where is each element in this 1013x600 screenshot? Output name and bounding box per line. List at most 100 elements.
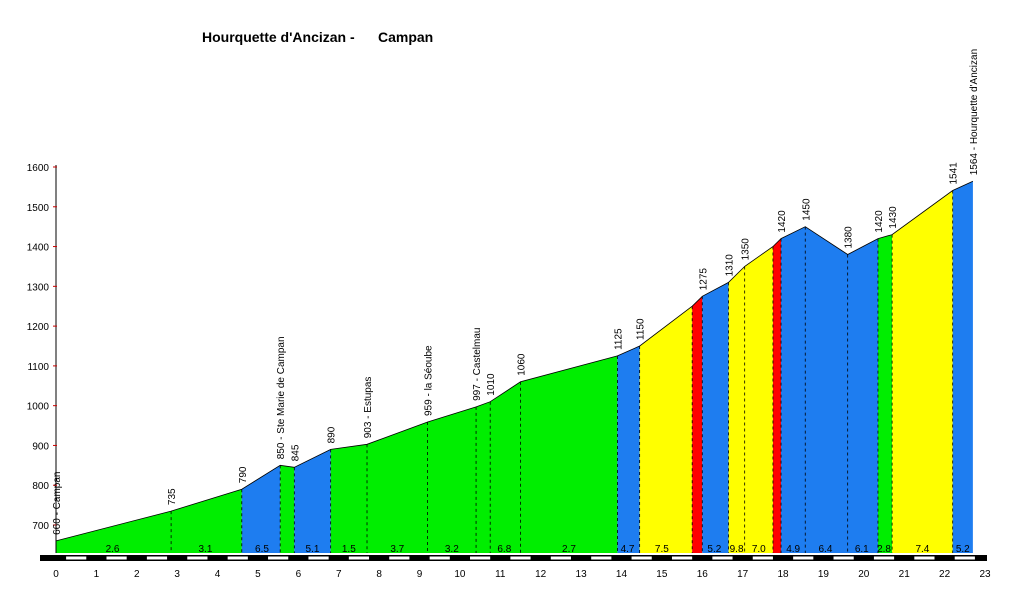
x-tick-label: 0 [53,569,59,580]
x-tick-label: 3 [174,569,180,580]
y-tick-label: 1100 [27,362,49,373]
elevation-label: 1420 [777,210,788,233]
profile-segment-2 [241,465,281,553]
elevation-label: 845 [290,444,301,461]
elevation-label: 1275 [698,268,709,291]
profile-segment-14 [892,190,953,553]
y-tick-label: 1200 [27,322,50,333]
x-tick-label: 2 [134,569,140,580]
elevation-label: 1450 [801,198,812,221]
profile-fill-group [56,181,973,554]
profile-segment-6 [617,346,640,553]
elevation-label: 890 [327,426,338,443]
x-axis-bar-segment [66,556,87,560]
y-axis: 700 800 900 1000 1100 1200 1300 1400 1500 1600 [27,163,57,553]
elevation-label: 1125 [613,328,624,350]
gradient-label: 4.9 [786,544,800,555]
x-tick-label: 5 [255,569,261,580]
x-tick-label: 11 [495,569,506,580]
gradient-label: 4.7 [621,544,635,555]
x-tick-label: 16 [697,569,709,580]
x-axis-bar-segment [227,556,248,560]
x-axis-bar-segment [389,556,410,560]
x-axis-bar-segment [591,556,612,560]
elevation-label: 1150 [636,318,647,340]
x-axis: 0 1 2 3 4 5 6 7 8 9 10 11 12 13 14 15 16 17 18 19 20 21 22 23 [40,555,991,580]
y-tick-label: 800 [32,481,49,492]
x-axis-bar-segment [671,556,693,560]
elevation-label: 997 - Castelmau [472,328,483,401]
gradient-label: 9.8 [730,544,744,555]
x-axis-bar-segment [308,556,329,560]
profile-segment-15 [952,181,973,554]
x-axis-bar-segment [510,556,531,560]
elevation-label: 1060 [517,353,528,376]
gradient-label: 3.7 [390,544,404,555]
elevation-label: 850 - Ste Marie de Campan [276,336,287,459]
x-tick-label: 6 [296,569,302,580]
elevation-label: 735 [167,488,178,505]
y-tick-label: 1400 [27,243,50,254]
x-tick-label: 1 [94,569,100,580]
x-axis-bar-segment [833,556,854,560]
x-axis-bar-segment [873,556,895,560]
gradient-label: 2.7 [562,544,576,555]
profile-segment-3 [280,465,295,553]
gradient-label: 6.1 [855,544,869,555]
elevation-label: 1350 [741,238,752,261]
x-tick-label: 17 [737,569,749,580]
y-tick-label: 700 [32,521,49,532]
x-tick-label: 15 [656,569,668,580]
y-tick-label: 900 [32,441,49,452]
x-axis-bar-segment [348,556,370,560]
profile-outline [55,180,974,542]
y-tick-label: 1000 [27,402,50,413]
elevation-label: 1310 [725,254,736,277]
elevation-label: 1541 [949,162,960,185]
elevation-label: 959 - la Séoube [424,345,435,416]
x-tick-label: 12 [535,569,547,580]
x-tick-label: 21 [899,569,911,580]
gradient-label: 6.8 [497,544,511,555]
gradient-label: 7.4 [915,544,929,555]
x-tick-label: 9 [417,569,423,580]
profile-segment-12 [781,226,878,553]
elevation-label: 660 - Campan [52,472,63,535]
gradient-label: 5.1 [306,544,320,555]
x-axis-bar-segment [470,556,491,560]
x-axis-bar-segment [631,556,652,560]
profile-segment-4 [294,449,331,553]
profile-outline-group [55,180,974,542]
profile-segment-1 [56,489,242,553]
elevation-label: 1430 [888,206,899,229]
gradient-label: 2.8 [877,544,891,555]
x-axis-bar-segment [954,556,975,560]
x-axis-bar-segment [550,556,571,560]
x-axis-bar-segment [914,556,935,560]
chart-title: Hourquette d'Ancizan - Campan [202,29,434,45]
profile-segment-9 [702,282,729,553]
x-tick-label: 22 [939,569,951,580]
elevation-label: 1420 [874,210,885,233]
elevation-label: 1564 - Hourquette d'Ancizan [969,49,980,175]
gradient-label: 7.0 [752,544,766,555]
gradient-label: 5.2 [956,544,970,555]
profile-segment-8 [692,296,703,553]
x-axis-bar-segment [268,556,289,560]
x-axis-bar-segment [793,556,814,560]
profile-segment-10 [728,246,773,553]
y-tick-label: 1600 [27,163,50,174]
gradient-labels-group: 2.6 3.1 6.5 5.1 1.5 3.7 3.2 6.8 2.7 4.7 7.5 5.2 9.8 7… [106,544,971,555]
profile-segment-5 [330,355,618,553]
x-axis-bar-segment [146,556,168,560]
gradient-label: 7.5 [655,544,669,555]
x-tick-label: 10 [454,569,466,580]
elevation-label: 790 [238,466,249,483]
gradient-label: 1.5 [342,544,356,555]
y-tick-label: 1500 [27,203,50,214]
gradient-label: 2.6 [106,544,120,555]
x-axis-bar-segment [106,556,127,560]
gradient-label: 3.2 [445,544,459,555]
x-tick-label: 13 [576,569,588,580]
